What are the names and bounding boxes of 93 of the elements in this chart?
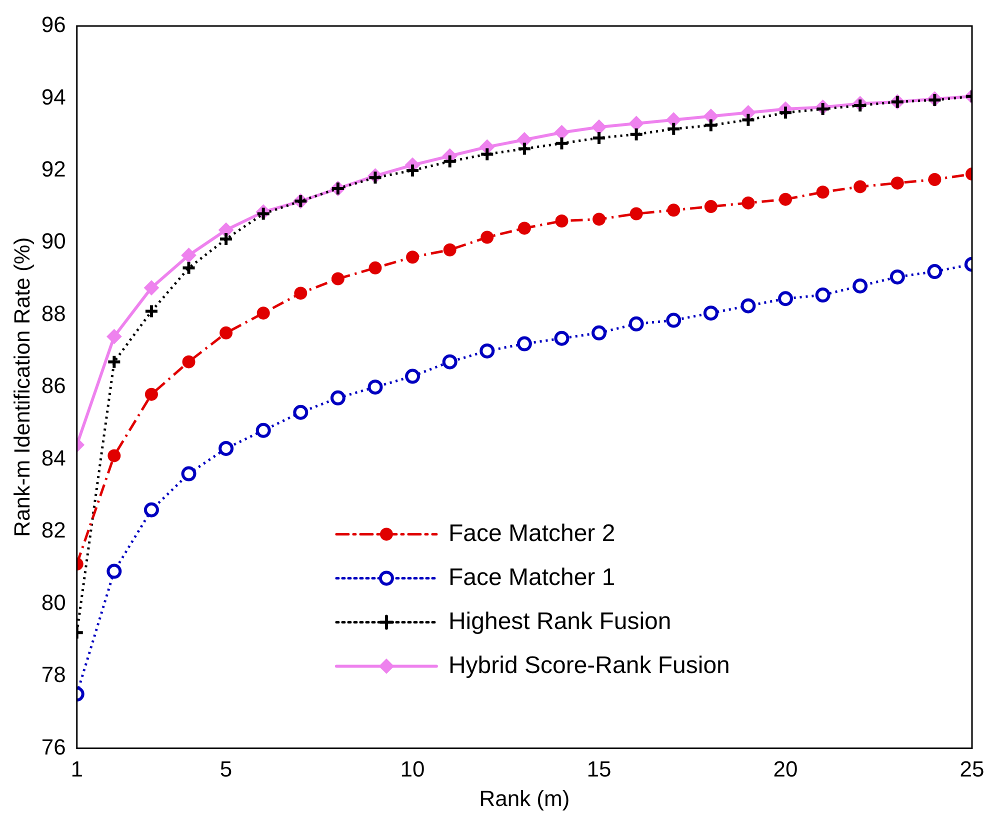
point	[628, 316, 644, 332]
point	[890, 269, 905, 284]
point	[852, 278, 868, 294]
point	[854, 180, 867, 194]
x-tick-label: 5	[220, 756, 232, 782]
y-tick-label: 78	[41, 662, 66, 688]
point	[666, 121, 682, 136]
point	[181, 260, 196, 276]
y-tick-label: 92	[41, 156, 66, 182]
point	[667, 204, 680, 217]
point	[256, 422, 271, 438]
point	[106, 354, 122, 370]
point	[630, 207, 643, 220]
y-tick-label: 94	[41, 84, 66, 110]
point	[555, 214, 568, 228]
y-tick-label: 80	[41, 590, 66, 615]
y-tick-label: 90	[41, 228, 66, 254]
point	[144, 280, 159, 296]
point	[182, 355, 196, 368]
y-tick-label: 76	[41, 734, 66, 760]
point	[293, 404, 308, 420]
point	[554, 125, 570, 140]
point	[554, 330, 570, 346]
point	[592, 120, 607, 135]
point	[778, 291, 794, 306]
point	[592, 130, 607, 146]
point	[144, 304, 159, 319]
point	[480, 146, 495, 162]
point	[368, 261, 382, 274]
point	[592, 325, 607, 340]
x-tick-label: 15	[586, 756, 612, 782]
point	[890, 176, 904, 190]
point	[218, 222, 234, 238]
y-tick-label: 82	[41, 518, 66, 543]
point	[740, 298, 756, 314]
point	[703, 306, 718, 321]
point	[405, 368, 420, 384]
point	[703, 118, 718, 133]
point	[220, 326, 233, 340]
point	[628, 116, 644, 131]
point	[927, 264, 942, 280]
point	[218, 440, 234, 456]
y-tick-label: 84	[41, 445, 66, 470]
y-axis-title: Rank-m Identification Rate (%)	[9, 237, 34, 537]
point	[256, 306, 270, 320]
point	[144, 388, 158, 401]
point	[704, 200, 718, 214]
point	[442, 354, 458, 370]
point	[480, 343, 495, 358]
point	[144, 502, 159, 518]
point	[108, 449, 121, 462]
point	[554, 136, 570, 151]
point	[742, 196, 755, 210]
point	[405, 162, 420, 178]
point	[368, 380, 383, 395]
point	[442, 154, 458, 169]
point	[740, 112, 756, 128]
point	[516, 141, 532, 156]
point	[815, 288, 830, 303]
point	[443, 243, 456, 256]
y-tick-label: 86	[41, 373, 66, 398]
y-tick-label: 96	[41, 12, 66, 38]
point	[218, 232, 234, 247]
x-axis-title: Rank (m)	[479, 786, 570, 811]
point	[330, 390, 346, 406]
point	[928, 172, 942, 186]
y-tick-label: 88	[41, 300, 66, 326]
point	[516, 336, 532, 352]
x-tick-label: 1	[70, 756, 83, 782]
point	[518, 222, 531, 235]
point	[666, 312, 682, 328]
point	[703, 108, 718, 124]
point	[779, 192, 792, 206]
point	[181, 248, 196, 263]
point	[778, 105, 794, 120]
x-tick-label: 25	[960, 756, 984, 782]
point	[592, 212, 606, 226]
legend-label: Face Matcher 1	[448, 564, 616, 591]
point	[480, 230, 494, 244]
point	[106, 564, 122, 579]
legend-label: Face Matcher 2	[448, 520, 616, 547]
point	[181, 466, 196, 482]
x-tick-label: 10	[400, 756, 425, 782]
legend-label: Hybrid Score-Rank Fusion	[448, 652, 730, 679]
point	[628, 126, 644, 142]
point	[106, 329, 122, 344]
point	[816, 186, 830, 199]
point	[516, 132, 532, 148]
x-tick-label: 20	[773, 756, 798, 782]
point	[331, 272, 344, 286]
point	[294, 286, 308, 300]
point	[406, 250, 420, 264]
legend-label: Highest Rank Fusion	[448, 608, 672, 635]
